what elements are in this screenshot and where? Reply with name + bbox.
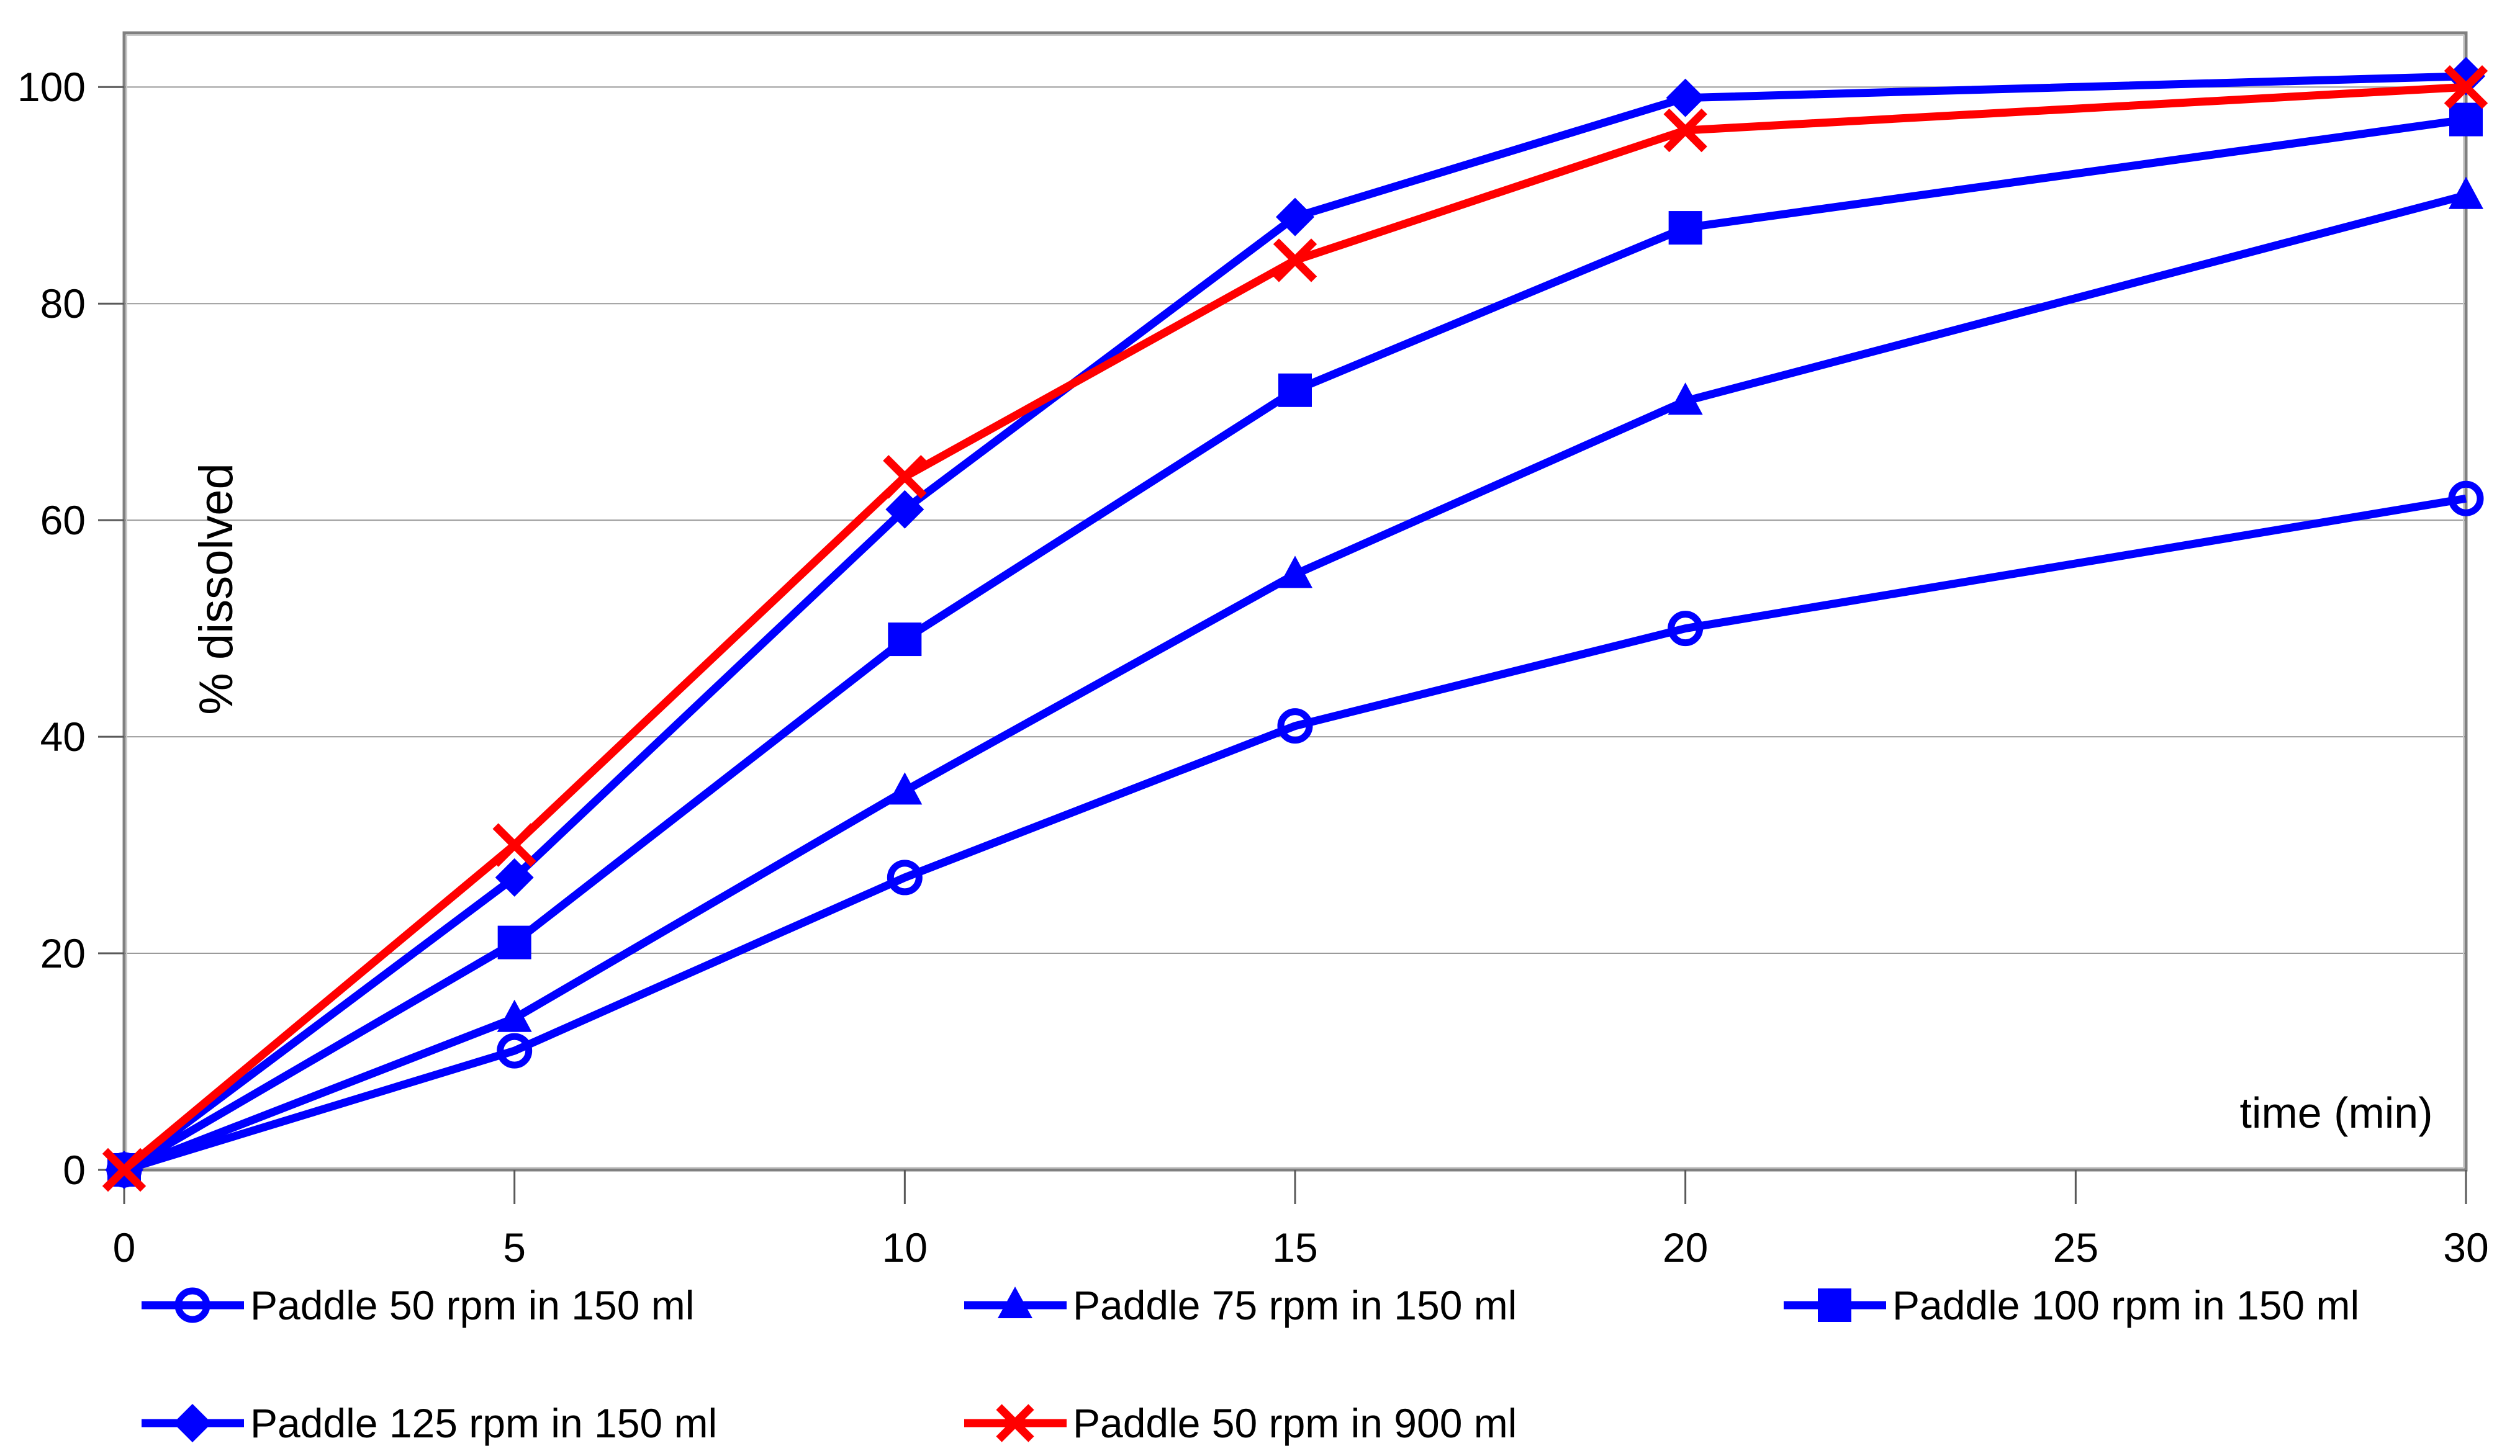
y-tick-label: 40 (40, 714, 86, 760)
legend-marker-x-icon (964, 1404, 1067, 1442)
x-tick-label: 10 (882, 1225, 928, 1270)
legend-label: Paddle 100 rpm in 150 ml (1892, 1282, 2360, 1328)
x-tick-label: 5 (503, 1225, 526, 1270)
marker-diamond (1276, 197, 1314, 236)
marker-diamond (885, 490, 924, 529)
legend-label: Paddle 125 rpm in 150 ml (250, 1400, 718, 1446)
series-line (121, 83, 2467, 1173)
y-tick-label: 60 (40, 497, 86, 543)
legend-marker-triangle-icon (964, 1287, 1067, 1318)
x-tick-label: 15 (1272, 1225, 1317, 1270)
y-axis-title: % dissolved (190, 463, 243, 715)
marker-square (497, 925, 531, 959)
y-tick-label: 20 (40, 930, 86, 976)
marker-circle-open (2448, 480, 2484, 516)
legend-item: Paddle 50 rpm in 900 ml (964, 1393, 1517, 1453)
legend-marker-square-icon (1784, 1288, 1886, 1322)
marker-diamond (2447, 56, 2485, 96)
x-tick-label: 30 (2443, 1225, 2488, 1270)
legend-label: Paddle 50 rpm in 150 ml (250, 1282, 695, 1328)
marker-diamond (1666, 78, 1705, 117)
marker-triangle (497, 999, 532, 1032)
marker-square (888, 622, 922, 657)
marker-x (1273, 238, 1317, 282)
marker-circle-open (887, 860, 923, 896)
marker-triangle (1668, 382, 1703, 415)
legend-item: Paddle 125 rpm in 150 ml (142, 1393, 717, 1453)
legend-label: Paddle 50 rpm in 900 ml (1073, 1400, 1517, 1446)
legend-item: Paddle 50 rpm in 150 ml (142, 1275, 694, 1335)
marker-circle-open (1277, 708, 1313, 744)
legend-item: Paddle 100 rpm in 150 ml (1784, 1275, 2359, 1335)
marker-x (883, 455, 927, 499)
series-line (122, 115, 2467, 1174)
marker-diamond (495, 858, 534, 897)
x-tick-label: 25 (2053, 1225, 2098, 1270)
legend-label: Paddle 75 rpm in 150 ml (1073, 1282, 1517, 1328)
x-axis-title: time (min) (2239, 1089, 2433, 1137)
marker-triangle (1278, 555, 1312, 588)
y-tick-label: 0 (63, 1147, 86, 1193)
x-tick-label: 20 (1663, 1225, 1708, 1270)
legend-item: Paddle 75 rpm in 150 ml (964, 1275, 1517, 1335)
series-line (122, 72, 2467, 1174)
plot-frame-highlight (126, 35, 2464, 1168)
legend-marker-diamond-icon (142, 1404, 244, 1442)
series-line (122, 191, 2467, 1174)
marker-square (1278, 373, 1312, 407)
legend-marker-circle-open-icon (142, 1287, 244, 1323)
y-tick-label: 80 (40, 281, 86, 326)
marker-x (492, 823, 536, 867)
marker-triangle (887, 772, 923, 805)
marker-circle-open (497, 1033, 533, 1069)
marker-x (1663, 108, 1707, 153)
marker-x (102, 1148, 147, 1192)
series-line (123, 494, 2467, 1174)
marker-square (2449, 102, 2483, 137)
y-tick-label: 100 (17, 64, 86, 110)
x-tick-label: 0 (113, 1225, 136, 1270)
marker-triangle (2449, 176, 2483, 209)
marker-x (2444, 65, 2488, 109)
marker-circle-open (1668, 611, 1704, 647)
marker-square (1668, 211, 1702, 245)
